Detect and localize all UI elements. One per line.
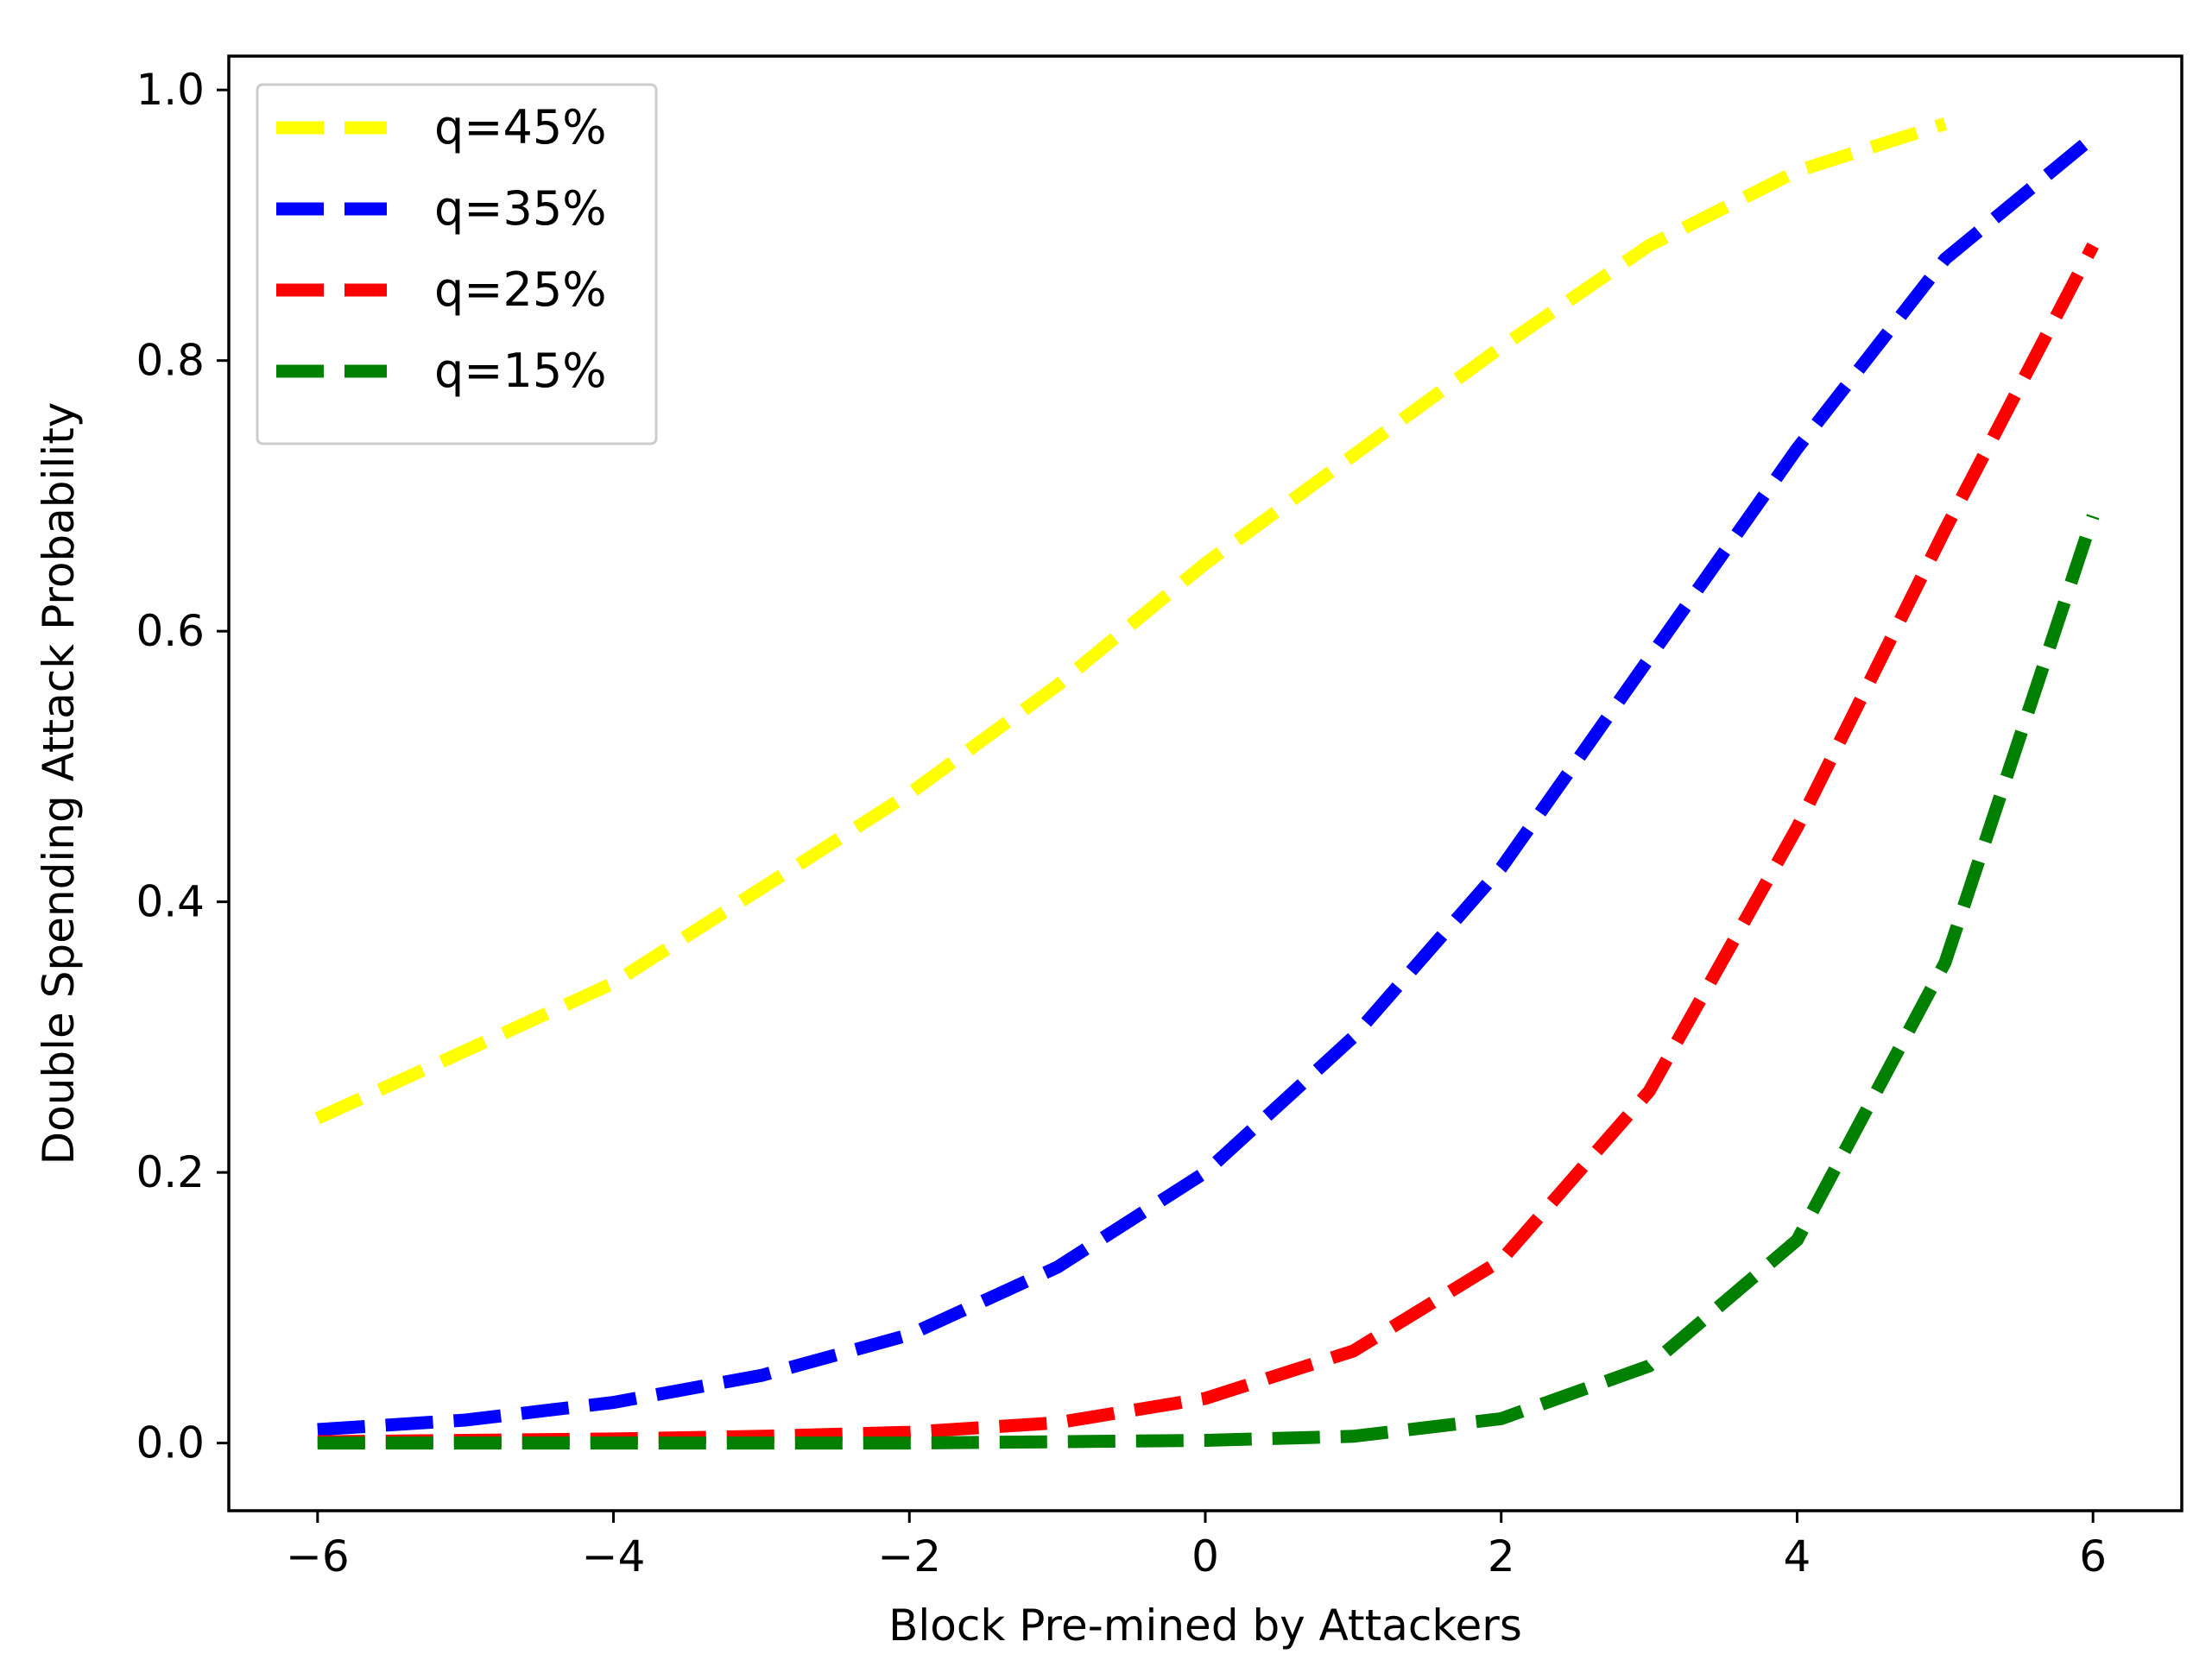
series-line-0 (314, 117, 1948, 1125)
legend: q=45% q=35% q=25% q=15% (256, 83, 658, 445)
y-axis-label: Double Spending Attack Probability (34, 402, 84, 1165)
series-layer (314, 117, 2100, 1450)
legend-label-2: q=25% (434, 262, 607, 317)
x-tick-label: −2 (877, 1531, 941, 1581)
y-tick-label: 0.0 (136, 1418, 205, 1468)
y-tick-label: 0.6 (136, 606, 205, 656)
y-tick-label: 0.4 (136, 877, 205, 927)
legend-label-3: q=15% (434, 344, 607, 398)
legend-box (256, 83, 658, 445)
series-line-1 (317, 132, 2097, 1436)
x-tick-label: 6 (2079, 1531, 2107, 1581)
y-tick-label: 0.8 (136, 336, 205, 386)
x-tick-label: −6 (286, 1531, 350, 1581)
series-line-3 (317, 514, 2100, 1450)
y-tick-label: 1.0 (136, 65, 205, 115)
x-axis: −6 −4 −2 0 2 4 6 (286, 1511, 2107, 1581)
y-axis: 0.0 0.2 0.4 0.6 0.8 1.0 (136, 65, 229, 1468)
x-tick-label: −4 (582, 1531, 646, 1581)
y-tick-label: 0.2 (136, 1147, 205, 1197)
x-axis-label: Block Pre-mined by Attackers (888, 1600, 1522, 1651)
x-tick-label: 2 (1488, 1531, 1515, 1581)
legend-label-0: q=45% (434, 100, 607, 155)
legend-label-1: q=35% (434, 181, 607, 236)
x-tick-label: 0 (1191, 1531, 1219, 1581)
x-tick-label: 4 (1784, 1531, 1811, 1581)
